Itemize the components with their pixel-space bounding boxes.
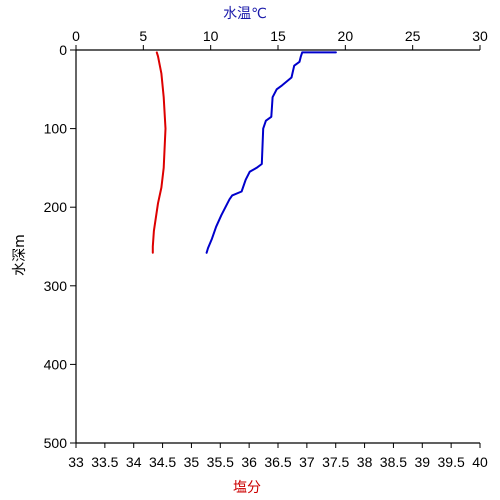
bottom-tick-label: 34.5 <box>149 454 176 470</box>
top-tick-label: 25 <box>405 28 421 44</box>
bottom-tick-label: 33.5 <box>91 454 118 470</box>
top-axis-title: 水温℃ <box>223 6 267 22</box>
y-axis-title: 水深m <box>12 234 28 276</box>
y-tick-label: 500 <box>44 435 68 451</box>
y-tick-label: 100 <box>44 121 68 137</box>
bottom-tick-label: 39.5 <box>438 454 465 470</box>
y-tick-label: 300 <box>44 278 68 294</box>
y-axis: 0 100 200 300 400 500 <box>44 42 76 451</box>
top-tick-label: 15 <box>270 28 286 44</box>
bottom-x-axis: 33 33.5 34 34.5 35 35.5 36 36.5 37 37.5 38 38.5 39 39… <box>68 443 488 470</box>
y-tick-label: 400 <box>44 356 68 372</box>
top-x-axis: 0 5 10 15 20 25 30 <box>72 28 488 50</box>
bottom-tick-label: 40 <box>472 454 488 470</box>
bottom-tick-label: 37.5 <box>322 454 349 470</box>
bottom-axis-title: 塩分 <box>233 480 261 496</box>
y-tick-label: 0 <box>59 42 67 58</box>
series-layer <box>151 51 337 254</box>
bottom-tick-label: 35.5 <box>207 454 234 470</box>
bottom-tick-label: 38.5 <box>380 454 407 470</box>
bottom-tick-label: 33 <box>68 454 84 470</box>
bottom-tick-label: 34 <box>126 454 142 470</box>
top-tick-label: 5 <box>139 28 147 44</box>
top-tick-label: 20 <box>338 28 354 44</box>
bottom-tick-label: 36.5 <box>264 454 291 470</box>
temperature-series-line <box>205 51 337 254</box>
bottom-tick-label: 38 <box>357 454 373 470</box>
bottom-tick-label: 37 <box>299 454 315 470</box>
top-tick-label: 0 <box>72 28 80 44</box>
top-tick-label: 10 <box>203 28 219 44</box>
bottom-tick-label: 39 <box>414 454 430 470</box>
salinity-series-line <box>151 51 167 254</box>
top-tick-label: 30 <box>472 28 488 44</box>
y-tick-label: 200 <box>44 199 68 215</box>
bottom-tick-label: 36 <box>241 454 257 470</box>
bottom-tick-label: 35 <box>184 454 200 470</box>
